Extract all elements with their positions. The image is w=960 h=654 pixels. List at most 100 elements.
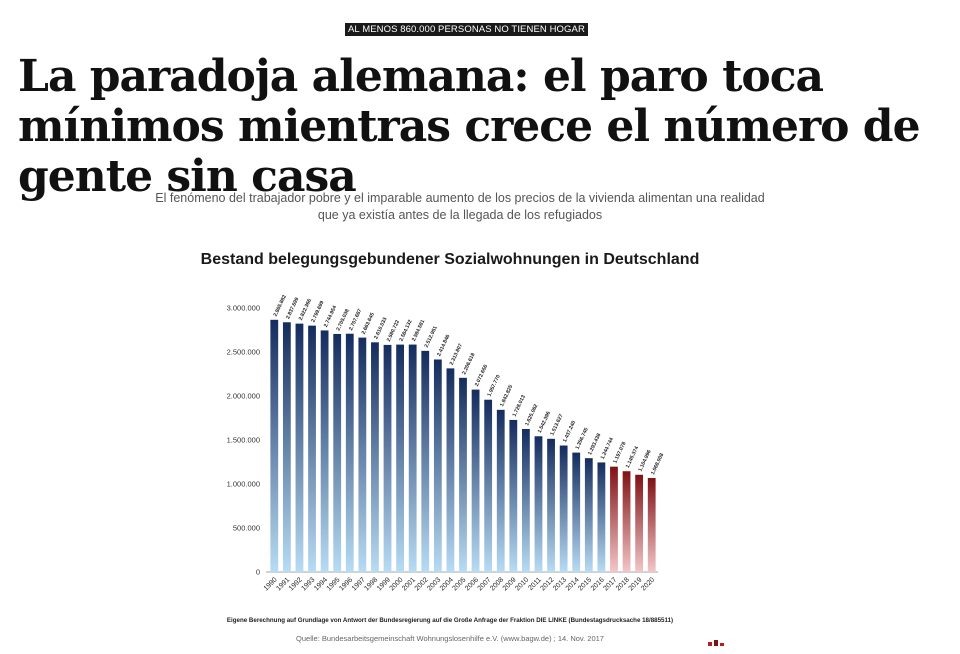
x-tick-label: 2006: [464, 576, 480, 592]
y-tick-label: 1.500.000: [227, 436, 260, 445]
bar-data-label: 2.072.656: [474, 364, 489, 388]
bar: [308, 325, 316, 572]
bar: [345, 333, 354, 572]
bar: [584, 458, 593, 572]
bar-data-label: 2.313.807: [449, 343, 464, 367]
x-tick-label: 2019: [628, 576, 644, 592]
x-tick-label: 2007: [477, 576, 493, 592]
bar-data-label: 1.728.013: [512, 394, 527, 418]
bar: [496, 409, 505, 572]
x-tick-label: 2018: [615, 576, 631, 592]
bar: [522, 428, 530, 572]
x-tick-label: 2009: [502, 576, 518, 592]
x-tick-label: 2002: [414, 576, 430, 592]
x-tick-label: 2015: [577, 576, 593, 592]
x-tick-label: 2017: [602, 576, 618, 592]
bar-data-label: 1.625.062: [524, 403, 539, 427]
bar: [371, 342, 379, 572]
bar-data-label: 2.744.954: [323, 305, 338, 329]
bar-data-label: 1.244.744: [600, 437, 615, 461]
x-tick-label: 1991: [275, 576, 291, 592]
article-kicker: AL MENOS 860.000 PERSONAS NO TIENEN HOGA…: [345, 23, 588, 36]
bar-data-label: 2.865.882: [273, 294, 288, 318]
bar: [572, 452, 581, 572]
bar-data-label: 1.356.745: [575, 427, 590, 451]
bar-data-label: 1.145.374: [625, 445, 640, 469]
bar-data-label: 1.293.438: [587, 432, 602, 456]
x-tick-label: 1995: [326, 576, 342, 592]
y-tick-label: 2.000.000: [227, 392, 260, 401]
bar-data-label: 1.957.770: [487, 374, 502, 398]
y-tick-label: 1.000.000: [227, 480, 260, 489]
x-tick-label: 2013: [552, 576, 568, 592]
bar: [597, 462, 606, 572]
x-tick-label: 2012: [540, 576, 556, 592]
chart-data-labels: 2.865.8822.837.6992.822.3662.799.6992.74…: [273, 294, 666, 476]
y-tick-label: 2.500.000: [227, 348, 260, 357]
bar: [534, 436, 543, 572]
bar: [559, 445, 568, 572]
chart-x-ticks: 1990199119921993199419951996199719981999…: [263, 576, 656, 592]
x-tick-label: 2003: [426, 576, 442, 592]
bar-data-label: 2.414.846: [436, 334, 451, 358]
x-tick-label: 1998: [363, 576, 379, 592]
x-tick-label: 2000: [389, 576, 405, 592]
bar-data-label: 1.068.008: [650, 452, 665, 476]
bar-projected: [635, 474, 644, 572]
bar-data-label: 1.542.396: [537, 411, 552, 435]
x-tick-label: 1994: [313, 576, 329, 592]
bar: [270, 319, 279, 572]
bar: [547, 438, 555, 572]
x-tick-label: 2014: [565, 576, 581, 592]
bar: [471, 389, 480, 572]
bar: [282, 322, 291, 572]
bar: [433, 359, 442, 572]
bar-data-label: 2.206.618: [461, 352, 476, 376]
x-tick-label: 1992: [288, 576, 304, 592]
article-subtitle: El fenómeno del trabajador pobre y el im…: [155, 191, 765, 222]
y-tick-label: 500.000: [233, 524, 260, 533]
x-tick-label: 2004: [439, 576, 455, 592]
bar-data-label: 1.104.996: [638, 449, 653, 473]
bar-data-label: 1.437.240: [562, 420, 577, 444]
bar: [383, 344, 392, 572]
y-tick-label: 0: [256, 568, 260, 577]
bar-data-label: 2.610.033: [373, 317, 388, 341]
x-tick-label: 1990: [263, 576, 279, 592]
bar: [320, 330, 329, 572]
x-tick-label: 1999: [376, 576, 392, 592]
bar: [509, 419, 518, 572]
bar-data-label: 1.197.078: [612, 441, 627, 465]
bar-data-label: 2.584.581: [411, 319, 426, 343]
x-tick-label: 2020: [640, 576, 656, 592]
y-tick-label: 3.000.000: [227, 304, 260, 313]
bar-data-label: 2.512.951: [424, 325, 439, 349]
bar: [295, 323, 304, 572]
bar: [358, 337, 367, 572]
bar-projected: [622, 471, 631, 572]
chart-title: Bestand belegungsgebundener Sozialwohnun…: [200, 251, 700, 268]
bar: [459, 377, 467, 572]
x-tick-label: 2005: [451, 576, 467, 592]
bar-data-label: 1.513.627: [549, 413, 564, 437]
x-tick-label: 1997: [351, 576, 367, 592]
bar: [408, 344, 417, 572]
x-tick-label: 1993: [300, 576, 316, 592]
chart-footnote: Eigene Berechnung auf Grundlage von Antw…: [226, 617, 674, 624]
x-tick-label: 2001: [401, 576, 417, 592]
bar-data-label: 2.663.645: [361, 312, 376, 336]
logo-mark: [708, 640, 724, 646]
x-tick-label: 2008: [489, 576, 505, 592]
bar: [333, 333, 342, 572]
bar-data-label: 1.842.825: [499, 384, 514, 408]
bar: [484, 399, 493, 572]
x-tick-label: 2016: [590, 576, 606, 592]
bar: [446, 368, 455, 572]
bar-projected: [647, 478, 656, 572]
x-tick-label: 2010: [514, 576, 530, 592]
chart-bars: [270, 319, 656, 572]
bar-projected: [610, 466, 618, 572]
bar: [396, 344, 404, 572]
x-tick-label: 1996: [338, 576, 354, 592]
